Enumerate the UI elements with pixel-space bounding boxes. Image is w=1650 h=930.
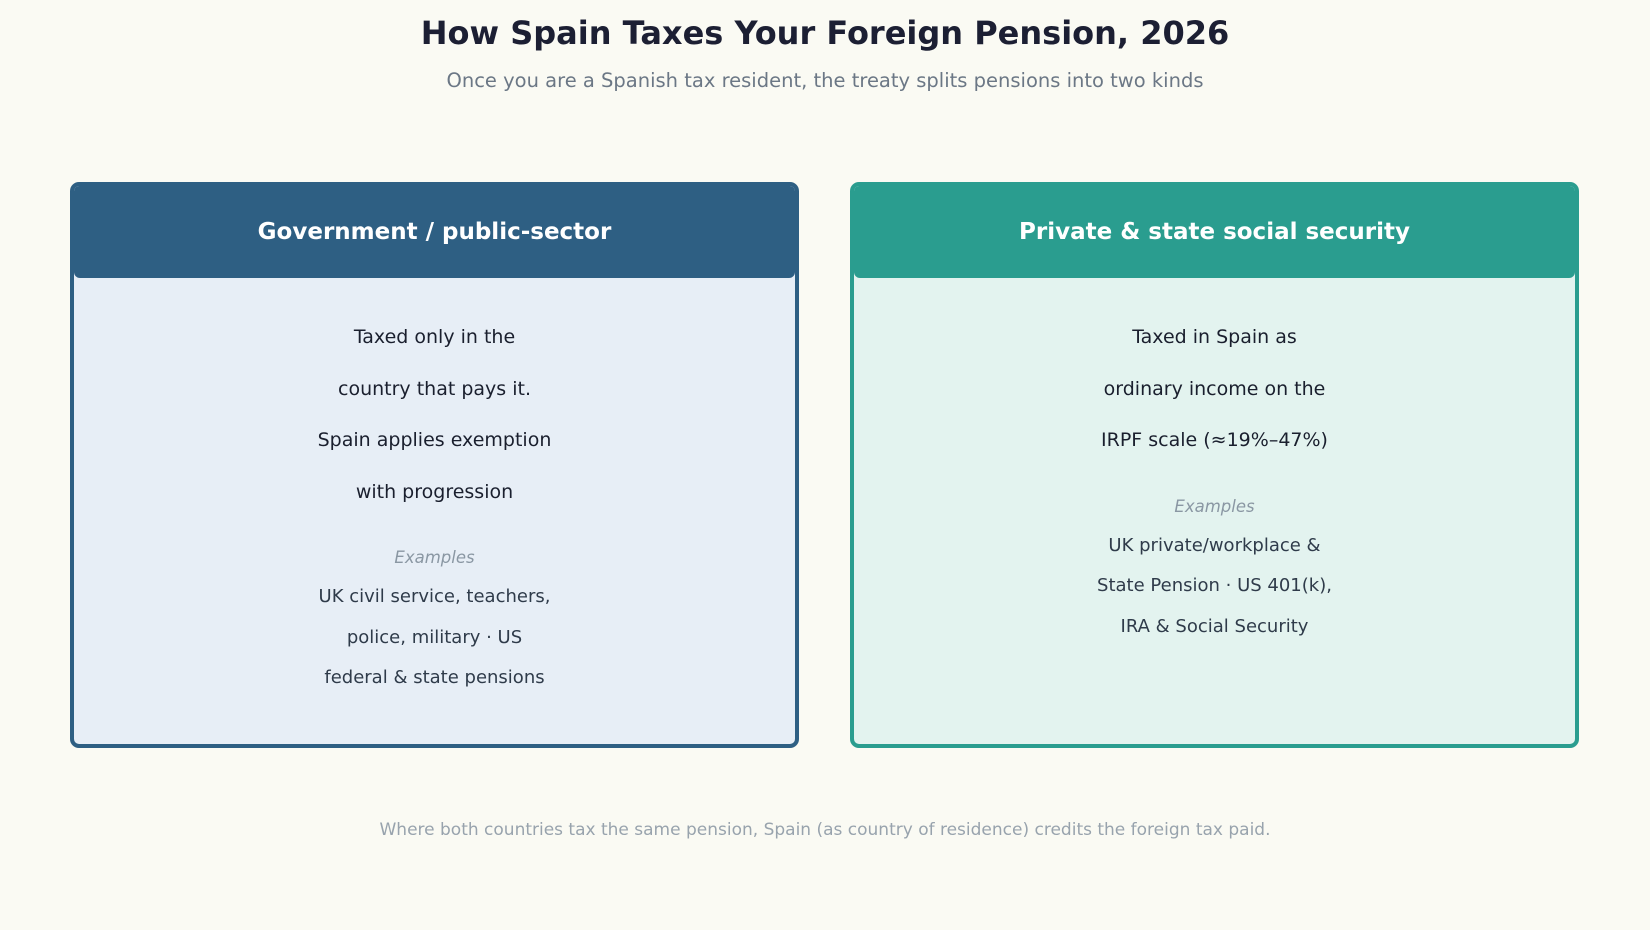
page-title: How Spain Taxes Your Foreign Pension, 20… <box>420 14 1230 52</box>
card-description-government: Taxed only in the country that pays it. … <box>74 278 795 518</box>
examples-line: UK civil service, teachers, <box>318 586 551 607</box>
description-line: Spain applies exemption <box>317 429 552 451</box>
description-line: IRPF scale (≈19%–47%) <box>1101 429 1328 451</box>
examples-line: UK private/workplace & <box>1108 534 1321 556</box>
description-line: country that pays it. <box>338 377 531 400</box>
footnote: Where both countries tax the same pensio… <box>379 820 1271 840</box>
government-pension-card: Government / public-sector Taxed only in… <box>70 182 799 748</box>
card-header-private: Private & state social security <box>854 186 1575 278</box>
card-description-private: Taxed in Spain as ordinary income on the… <box>854 278 1575 467</box>
page-subtitle: Once you are a Spanish tax resident, the… <box>446 69 1204 92</box>
examples-label-private: Examples <box>1174 496 1255 516</box>
examples-text-government: UK civil service, teachers, police, mili… <box>74 577 795 699</box>
examples-text-private: UK private/workplace & State Pension · U… <box>854 526 1575 648</box>
examples-line: IRA & Social Security <box>1120 615 1309 637</box>
examples-line: police, military · US <box>346 626 523 648</box>
card-header-government: Government / public-sector <box>74 186 795 278</box>
examples-label-government: Examples <box>394 548 475 567</box>
private-pension-card: Private & state social security Taxed in… <box>850 182 1579 748</box>
examples-line: State Pension · US 401(k), <box>1097 575 1332 596</box>
description-line: Taxed only in the <box>353 326 516 348</box>
examples-line: federal & state pensions <box>324 667 545 688</box>
description-line: with progression <box>355 480 514 503</box>
description-line: Taxed in Spain as <box>1132 326 1297 348</box>
description-line: ordinary income on the <box>1103 377 1326 400</box>
